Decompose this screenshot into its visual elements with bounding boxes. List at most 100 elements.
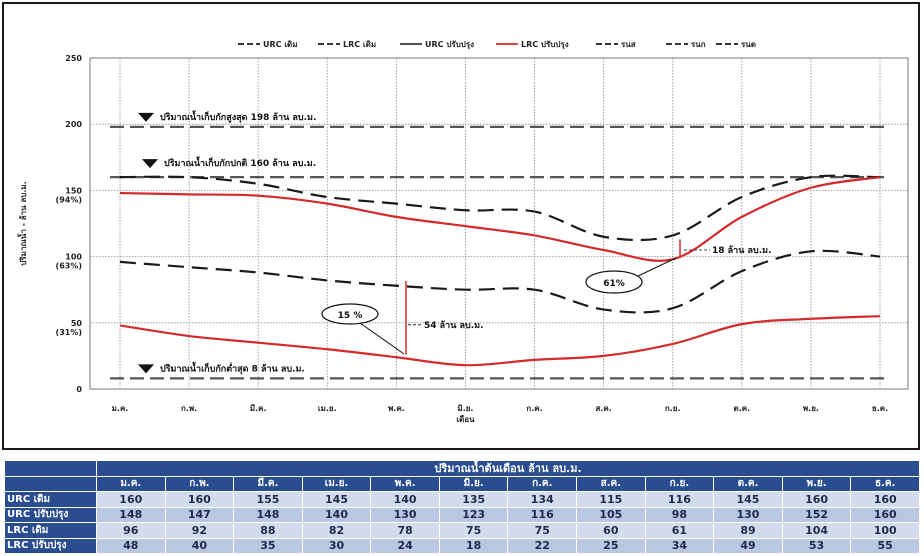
table-row-label: LRC เดิม bbox=[4, 522, 97, 539]
series-layer bbox=[119, 174, 881, 367]
table-row: LRC เดิม 96 92 88 82 78 75 75 60 61 89 104 100 bbox=[4, 522, 920, 539]
table-cell: 147 bbox=[164, 506, 235, 523]
x-tick-label: ธ.ค. bbox=[872, 404, 888, 413]
table-cell: 116 bbox=[507, 506, 578, 523]
triangle-marker-icon bbox=[138, 112, 154, 122]
table-cell: 61 bbox=[644, 522, 715, 539]
legend: URC เดิม LRC เดิม URC ปรับปรุง LRC ปรับปรุง… bbox=[238, 40, 756, 50]
table-header-cell: ก.ย. bbox=[644, 475, 715, 492]
reference-lines: ปริมาณน้ำเก็บกักสูงสุด 198 ล้าน ลบ.ม. ปริ… bbox=[110, 110, 888, 380]
table-cell: 18 bbox=[438, 537, 509, 554]
gap-18-label: 18 ล้าน ลบ.ม. bbox=[712, 245, 772, 256]
series-line-4 bbox=[119, 315, 881, 367]
table-cell: 148 bbox=[96, 506, 166, 523]
table-cell: 160 bbox=[96, 491, 166, 508]
x-axis-title: เดือน bbox=[456, 414, 475, 424]
table-cell: 105 bbox=[576, 506, 646, 523]
table-header-cell: ก.ค. bbox=[507, 475, 578, 492]
table-header-cell: เม.ย. bbox=[301, 475, 372, 492]
table-cell: 134 bbox=[507, 491, 578, 508]
table-cell: 34 bbox=[644, 537, 715, 554]
table-header-cell: ส.ค. bbox=[576, 475, 646, 492]
y-percent-label: (63%) bbox=[56, 262, 82, 271]
legend-entry: URC เดิม bbox=[263, 40, 298, 49]
monthly-volume-table: ปริมาณน้ำต้นเดือน ล้าน ลบ.ม. ม.ค. ก.พ. มี.… bbox=[4, 460, 920, 554]
x-tick-label: เม.ย. bbox=[318, 404, 337, 413]
reference-line-label: ปริมาณน้ำเก็บกักปกติ 160 ล้าน ลบ.ม. bbox=[164, 156, 316, 169]
series-line-1 bbox=[119, 174, 881, 242]
pct-15-bubble bbox=[321, 303, 379, 325]
x-tick-label: ก.ค. bbox=[526, 404, 542, 413]
y-tick-label: 100 bbox=[65, 253, 82, 262]
table-header-row: ม.ค. ก.พ. มี.ค. เม.ย. พ.ค. มิ.ย. ก.ค. ส.ค. ก.ย. ต… bbox=[4, 475, 920, 492]
x-tick-label: ม.ค. bbox=[112, 404, 129, 413]
y-tick-label: 50 bbox=[71, 319, 83, 328]
table-header-cell: พ.ค. bbox=[370, 475, 440, 492]
x-tick-label: ก.ย. bbox=[665, 404, 681, 413]
plot-area bbox=[89, 57, 909, 390]
gap-54-label: 54 ล้าน ลบ.ม. bbox=[424, 320, 484, 331]
reservoir-rule-curve-chart: ปริมาณน้ำเก็บกักสูงสุด 198 ล้าน ลบ.ม. ปริ… bbox=[17, 40, 909, 424]
pct-15-pointer bbox=[359, 322, 405, 355]
table-row-label: URC ปรับปรุง bbox=[4, 506, 97, 523]
table-header-cell: ม.ค. bbox=[96, 475, 166, 492]
table-cell: 160 bbox=[164, 491, 235, 508]
table-cell: 130 bbox=[713, 506, 783, 523]
table-cell: 55 bbox=[850, 537, 920, 554]
table-cell: 49 bbox=[713, 537, 783, 554]
table-cell: 48 bbox=[96, 537, 166, 554]
pct-61-label: 61% bbox=[603, 279, 625, 289]
grid-layer bbox=[89, 57, 909, 390]
legend-entry: LRC ปรับปรุง bbox=[521, 40, 569, 50]
table-cell: 135 bbox=[438, 491, 509, 508]
table-cell: 60 bbox=[576, 522, 646, 539]
y-tick-label: 0 bbox=[76, 385, 82, 394]
table-cell: 130 bbox=[370, 506, 440, 523]
series-line-3 bbox=[119, 176, 881, 262]
table-cell: 123 bbox=[438, 506, 509, 523]
table-cell: 82 bbox=[301, 522, 372, 539]
x-tick-label: พ.ค. bbox=[388, 404, 405, 413]
table-cell: 104 bbox=[781, 522, 852, 539]
axis-layer: 0 50 100 150 200 250 ม.ค. ก.พ. มี.ค. เม.ย. พ.ค. มิ.… bbox=[17, 54, 888, 424]
table-header-cell: ก.พ. bbox=[164, 475, 235, 492]
y-percent-label: (94%) bbox=[56, 195, 82, 204]
table-cell: 53 bbox=[781, 537, 852, 554]
table-title-row: ปริมาณน้ำต้นเดือน ล้าน ลบ.ม. bbox=[4, 460, 920, 477]
table-header-cell: ธ.ค. bbox=[850, 475, 920, 492]
triangle-marker-icon bbox=[142, 159, 158, 169]
table-cell: 116 bbox=[644, 491, 715, 508]
table-corner bbox=[4, 460, 97, 477]
table-cell: 89 bbox=[713, 522, 783, 539]
table-header-cell: พ.ย. bbox=[781, 475, 852, 492]
table-cell: 75 bbox=[438, 522, 509, 539]
table-cell: 25 bbox=[576, 537, 646, 554]
table-cell: 140 bbox=[370, 491, 440, 508]
y-tick-label: 200 bbox=[65, 120, 82, 129]
table-cell: 35 bbox=[233, 537, 303, 554]
table-row: URC เดิม 160 160 155 145 140 135 134 115 116 145 16… bbox=[4, 491, 920, 508]
table-header-cell: มิ.ย. bbox=[438, 475, 509, 492]
y-axis-title: ปริมาณน้ำ - ล้าน ลบ.ม. bbox=[17, 181, 28, 265]
annotations: 61% 18 ล้าน ลบ.ม. 15 % 54 ล้าน ลบ.ม. bbox=[321, 239, 772, 355]
table-cell: 100 bbox=[850, 522, 920, 539]
legend-entry: URC ปรับปรุง bbox=[425, 40, 474, 50]
table-cell: 96 bbox=[96, 522, 166, 539]
legend-entry: รนต bbox=[741, 40, 756, 49]
legend-entry: รนก bbox=[691, 40, 706, 49]
table-row: LRC ปรับปรุง 48 40 35 30 24 18 22 25 34 49 53 55 bbox=[4, 537, 920, 554]
x-tick-label: ต.ค. bbox=[734, 404, 751, 413]
table-title: ปริมาณน้ำต้นเดือน ล้าน ลบ.ม. bbox=[96, 460, 920, 477]
table-cell: 24 bbox=[370, 537, 440, 554]
table-row-label: URC เดิม bbox=[4, 491, 97, 508]
reference-line-label: ปริมาณน้ำเก็บกักสูงสุด 198 ล้าน ลบ.ม. bbox=[160, 110, 316, 123]
x-tick-label: ก.พ. bbox=[181, 404, 197, 413]
table-row: URC ปรับปรุง 148 147 148 140 130 123 116 105 98 13… bbox=[4, 506, 920, 523]
chart-frame bbox=[2, 2, 920, 450]
table-cell: 22 bbox=[507, 537, 578, 554]
x-tick-label: มี.ค. bbox=[250, 403, 267, 413]
pct-61-bubble bbox=[585, 270, 643, 294]
x-tick-label: ส.ค. bbox=[595, 404, 611, 413]
table-cell: 92 bbox=[164, 522, 235, 539]
table-cell: 160 bbox=[781, 491, 852, 508]
